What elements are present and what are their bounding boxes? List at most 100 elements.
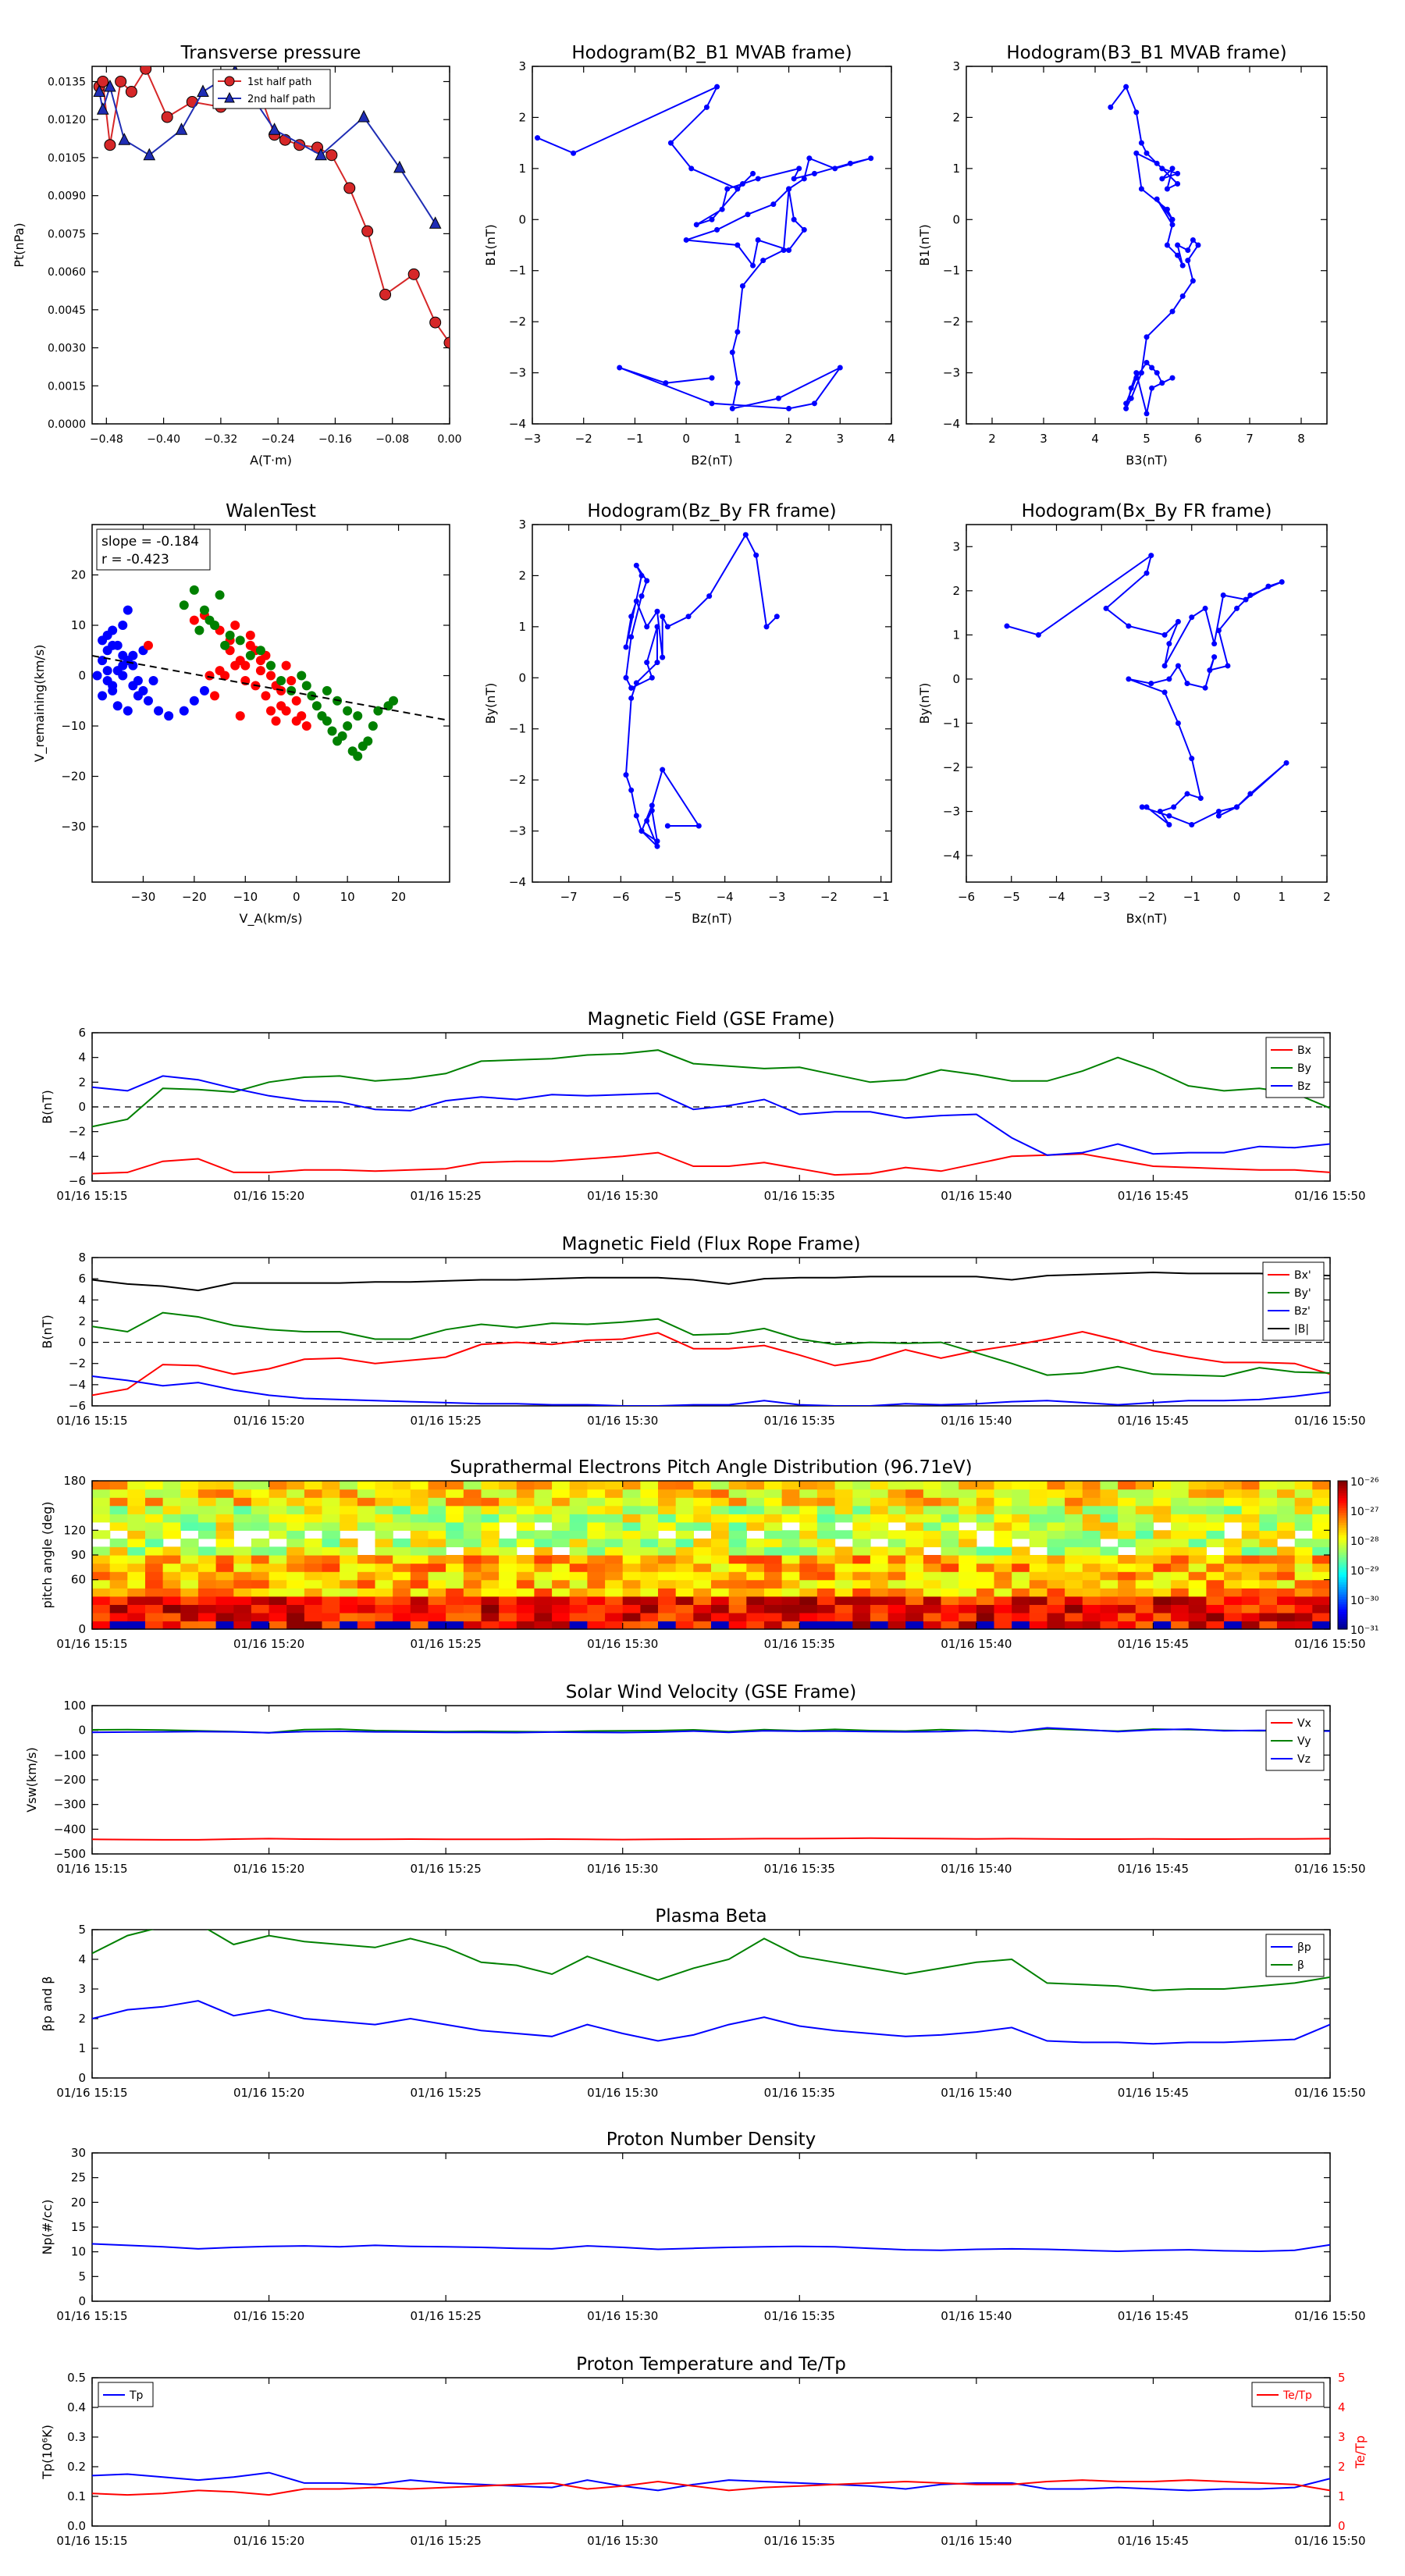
y-tick-label: −20 — [61, 770, 86, 784]
y-tick-label: 90 — [71, 1548, 86, 1562]
heatmap-cell — [1224, 1621, 1243, 1630]
heatmap-cell — [959, 1612, 977, 1622]
heatmap-cell — [852, 1571, 871, 1581]
heatmap-cell — [516, 1514, 535, 1523]
x-tick-label: 1 — [1278, 890, 1286, 904]
heatmap-cell — [1277, 1621, 1296, 1630]
heatmap-cell — [340, 1497, 358, 1507]
data-point — [1144, 334, 1150, 340]
heatmap-cell — [1312, 1489, 1331, 1498]
heatmap-cell — [1206, 1621, 1225, 1630]
data-point — [796, 165, 802, 172]
heatmap-cell — [834, 1621, 853, 1630]
heatmap-cell — [197, 1489, 217, 1498]
heatmap-cell — [92, 1596, 111, 1605]
heatmap-cell — [1312, 1621, 1331, 1630]
x-tick-label: −0.24 — [261, 433, 295, 446]
heatmap-cell — [834, 1612, 853, 1622]
heatmap-cell — [1188, 1546, 1207, 1556]
heatmap-cell — [251, 1596, 270, 1605]
scatter-point-blue — [128, 681, 138, 691]
heatmap-cell — [357, 1497, 376, 1507]
heatmap-cell — [534, 1505, 553, 1514]
heatmap-cell — [304, 1555, 323, 1564]
data-point — [695, 823, 702, 829]
heatmap-cell — [1065, 1563, 1083, 1572]
x-tick-label: 1 — [734, 432, 742, 446]
x-tick-label: 2 — [988, 432, 996, 446]
data-point — [1283, 760, 1289, 766]
heatmap-cell — [994, 1604, 1012, 1614]
heatmap-cell — [976, 1563, 995, 1572]
heatmap-cell — [675, 1546, 694, 1556]
heatmap-cell — [1153, 1489, 1172, 1498]
heatmap-cell — [1224, 1489, 1243, 1498]
heatmap-cell — [1029, 1588, 1048, 1597]
heatmap-cell — [322, 1571, 340, 1581]
heatmap-cell — [375, 1596, 393, 1605]
heatmap-cell — [1294, 1612, 1313, 1622]
heatmap-cell — [1206, 1579, 1225, 1589]
heatmap-cell — [870, 1530, 889, 1539]
heatmap-cell — [393, 1612, 411, 1622]
heatmap-cell — [322, 1497, 340, 1507]
heatmap-cell — [1259, 1571, 1278, 1581]
data-point — [1202, 605, 1208, 611]
heatmap-cell — [605, 1621, 624, 1630]
heatmap-cell — [711, 1612, 730, 1622]
heatmap-cell — [127, 1497, 146, 1507]
data-point — [706, 593, 713, 600]
y-tick-label: 0.0045 — [48, 304, 86, 317]
heatmap-cell — [251, 1489, 270, 1498]
data-point — [664, 624, 670, 630]
heatmap-cell — [658, 1538, 677, 1548]
heatmap-cell — [976, 1521, 995, 1531]
x-tick-label: 01/16 15:15 — [56, 2309, 127, 2323]
heatmap-cell — [499, 1489, 518, 1498]
data-point — [361, 225, 374, 237]
heatmap-cell — [463, 1530, 482, 1539]
heatmap-cell — [799, 1538, 818, 1548]
heatmap-cell — [269, 1489, 287, 1498]
heatmap-cell — [799, 1555, 818, 1564]
heatmap-cell — [1118, 1481, 1136, 1490]
colorbar-step — [1338, 1550, 1347, 1553]
heatmap-cell — [1100, 1505, 1119, 1514]
heatmap-cell — [1029, 1505, 1048, 1514]
heatmap-cell — [587, 1588, 606, 1597]
data-point — [1154, 160, 1160, 166]
heatmap-cell — [127, 1546, 146, 1556]
y-tick-label: 2 — [952, 584, 960, 598]
data-point — [739, 283, 745, 289]
data-point — [1128, 385, 1134, 391]
data-point — [1144, 150, 1150, 156]
heatmap-cell — [994, 1621, 1012, 1630]
heatmap-cell — [887, 1571, 906, 1581]
data-point — [644, 817, 650, 824]
heatmap-cell — [658, 1579, 677, 1589]
heatmap-cell — [941, 1489, 959, 1498]
heatmap-cell — [905, 1604, 924, 1614]
y-axis-label: V_remaining(km/s) — [32, 645, 48, 763]
data-point — [750, 262, 756, 269]
heatmap-cell — [499, 1505, 518, 1514]
data-point — [654, 838, 660, 845]
heatmap-cell — [516, 1489, 535, 1498]
heatmap-cell — [1012, 1514, 1030, 1523]
heatmap-cell — [799, 1505, 818, 1514]
scatter-point-green — [368, 721, 378, 731]
heatmap-cell — [1029, 1621, 1048, 1630]
colorbar-step — [1338, 1611, 1347, 1615]
heatmap-cell — [728, 1530, 747, 1539]
data-point — [125, 85, 137, 98]
y-tick-label: 1 — [78, 2041, 86, 2055]
data-point — [1159, 165, 1165, 172]
heatmap-cell — [923, 1596, 942, 1605]
y-tick-label: 0.5 — [67, 2371, 86, 2385]
heatmap-cell — [870, 1489, 889, 1498]
heatmap-cell — [286, 1497, 305, 1507]
heatmap-cell — [941, 1538, 959, 1548]
heatmap-cell — [887, 1538, 906, 1548]
heatmap-cell — [905, 1530, 924, 1539]
heatmap-cell — [145, 1530, 164, 1539]
